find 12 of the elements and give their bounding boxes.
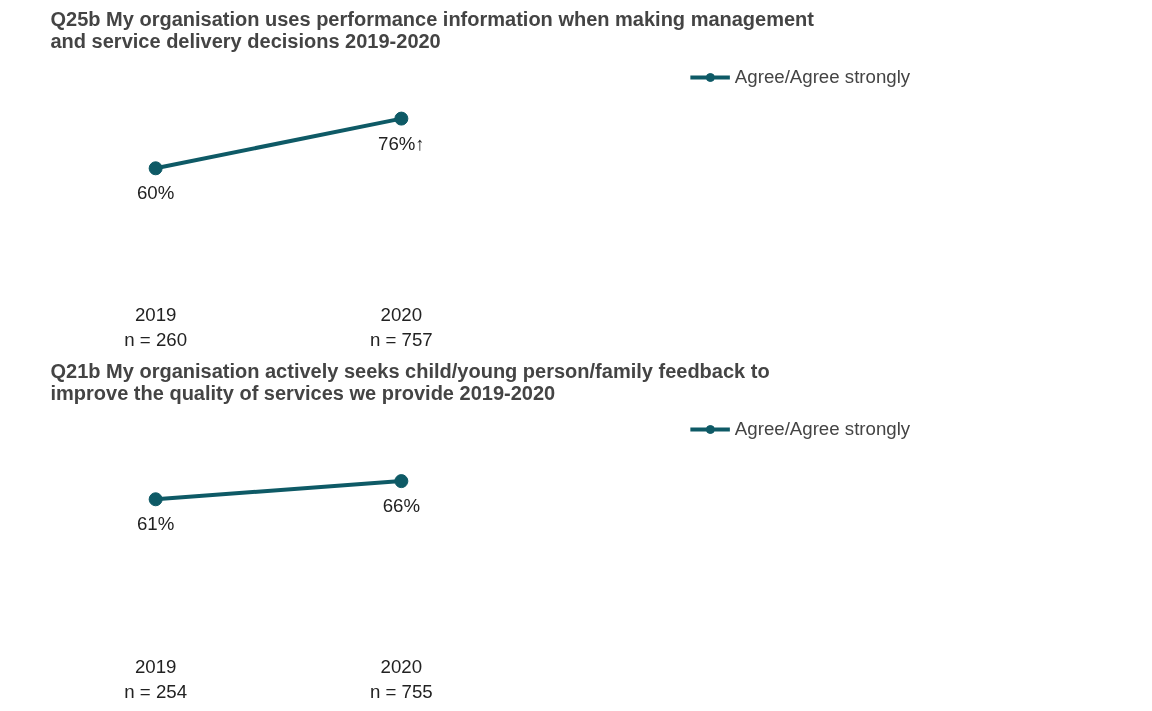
data-label: 60%	[136, 182, 175, 204]
x-tick-label: 2020 n = 755	[369, 655, 433, 702]
chart-title: Q21b My organisation actively seeks child/young person/family feedback to improve the quality of services we provide 2019-2020	[50, 359, 770, 404]
legend-label: Agree/Agree strongly	[734, 418, 911, 440]
data-label: 61%	[136, 513, 175, 535]
data-label: 66%	[382, 495, 421, 517]
data-label: 76%↑	[378, 132, 425, 154]
chart-title: Q25b My organisation uses performance information when making management and service delivery decisions 2019-2020	[50, 7, 815, 52]
x-tick-label: 2019 n = 260	[124, 303, 188, 350]
legend-label: Agree/Agree strongly	[734, 66, 911, 88]
x-tick-label: 2019 n = 254	[124, 655, 188, 702]
x-tick-label: 2020 n = 757	[369, 303, 433, 350]
